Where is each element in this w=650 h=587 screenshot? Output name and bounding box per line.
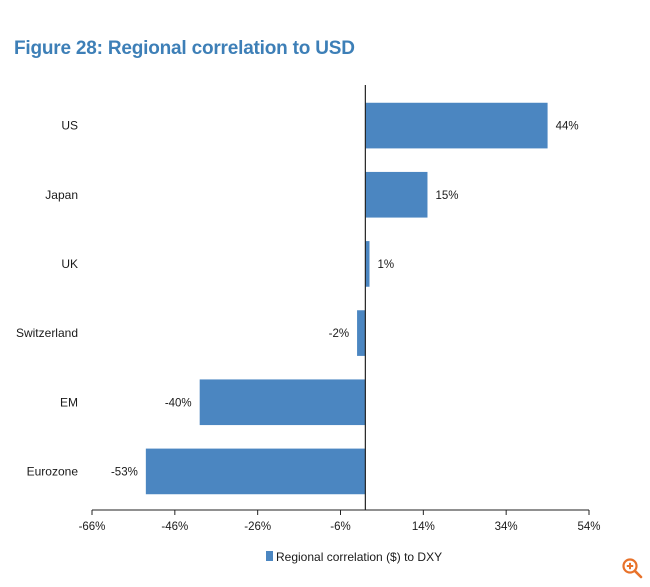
x-tick-label: 14%: [412, 521, 435, 533]
x-tick-label: -6%: [330, 521, 350, 533]
x-tick-label: 34%: [495, 521, 518, 533]
category-label: Eurozone: [27, 464, 79, 478]
x-tick-label: -66%: [79, 521, 106, 533]
bar: [365, 241, 370, 287]
category-label: EM: [60, 395, 78, 409]
category-label: UK: [61, 257, 78, 271]
x-tick-label: -46%: [161, 521, 188, 533]
legend-label: Regional correlation ($) to DXY: [276, 550, 442, 564]
bar: [145, 448, 366, 495]
category-label: Switzerland: [16, 326, 78, 340]
bar: [365, 102, 548, 149]
zoom-in-icon[interactable]: [620, 556, 644, 580]
category-label: US: [61, 119, 78, 133]
data-label: 44%: [556, 121, 579, 133]
x-tick-label: -26%: [244, 521, 271, 533]
data-label: -40%: [165, 397, 192, 409]
legend-swatch: [266, 551, 273, 561]
bar: [357, 310, 366, 356]
data-label: -2%: [329, 328, 349, 340]
bar: [365, 171, 428, 218]
data-label: 15%: [435, 190, 458, 202]
bar: [199, 379, 366, 426]
data-label: 1%: [377, 259, 394, 271]
category-label: Japan: [45, 188, 78, 202]
data-label: -53%: [111, 466, 138, 478]
chart-title: Figure 28: Regional correlation to USD: [14, 38, 355, 59]
x-tick-label: 54%: [577, 521, 600, 533]
